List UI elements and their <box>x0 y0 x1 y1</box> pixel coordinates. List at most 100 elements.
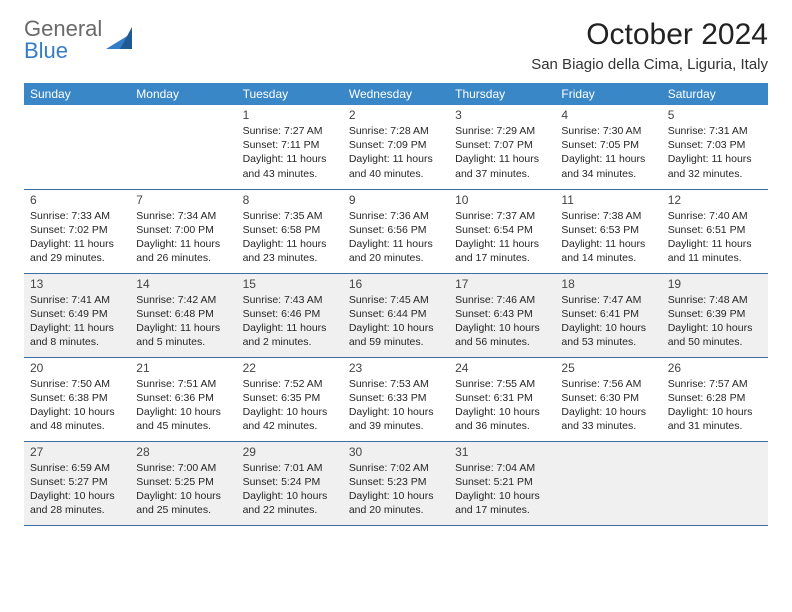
day-number: 19 <box>668 277 762 291</box>
calendar-day-cell: 14Sunrise: 7:42 AMSunset: 6:48 PMDayligh… <box>130 273 236 357</box>
day-details: Sunrise: 7:00 AMSunset: 5:25 PMDaylight:… <box>136 461 230 518</box>
day-number: 31 <box>455 445 549 459</box>
day-details: Sunrise: 7:01 AMSunset: 5:24 PMDaylight:… <box>243 461 337 518</box>
calendar-empty-cell <box>24 105 130 189</box>
calendar-day-cell: 15Sunrise: 7:43 AMSunset: 6:46 PMDayligh… <box>237 273 343 357</box>
day-number: 4 <box>561 108 655 122</box>
day-number: 24 <box>455 361 549 375</box>
day-details: Sunrise: 7:37 AMSunset: 6:54 PMDaylight:… <box>455 209 549 266</box>
day-number: 7 <box>136 193 230 207</box>
day-number: 13 <box>30 277 124 291</box>
calendar-column-header: Monday <box>130 83 236 105</box>
day-number: 25 <box>561 361 655 375</box>
calendar-column-header: Wednesday <box>343 83 449 105</box>
day-details: Sunrise: 7:55 AMSunset: 6:31 PMDaylight:… <box>455 377 549 434</box>
day-details: Sunrise: 7:29 AMSunset: 7:07 PMDaylight:… <box>455 124 549 181</box>
day-details: Sunrise: 7:45 AMSunset: 6:44 PMDaylight:… <box>349 293 443 350</box>
calendar-day-cell: 5 Sunrise: 7:31 AMSunset: 7:03 PMDaylight… <box>662 105 768 189</box>
calendar-day-cell: 8 Sunrise: 7:35 AMSunset: 6:58 PMDaylight… <box>237 189 343 273</box>
day-number: 26 <box>668 361 762 375</box>
day-details: Sunrise: 7:27 AMSunset: 7:11 PMDaylight:… <box>243 124 337 181</box>
day-details: Sunrise: 7:04 AMSunset: 5:21 PMDaylight:… <box>455 461 549 518</box>
day-details: Sunrise: 7:28 AMSunset: 7:09 PMDaylight:… <box>349 124 443 181</box>
day-details: Sunrise: 7:57 AMSunset: 6:28 PMDaylight:… <box>668 377 762 434</box>
day-number: 9 <box>349 193 443 207</box>
day-number: 6 <box>30 193 124 207</box>
day-details: Sunrise: 7:30 AMSunset: 7:05 PMDaylight:… <box>561 124 655 181</box>
day-details: Sunrise: 7:47 AMSunset: 6:41 PMDaylight:… <box>561 293 655 350</box>
calendar-header-row: SundayMondayTuesdayWednesdayThursdayFrid… <box>24 83 768 105</box>
calendar-empty-cell <box>662 441 768 525</box>
day-number: 22 <box>243 361 337 375</box>
day-number: 16 <box>349 277 443 291</box>
calendar-day-cell: 7 Sunrise: 7:34 AMSunset: 7:00 PMDaylight… <box>130 189 236 273</box>
day-number: 17 <box>455 277 549 291</box>
calendar-body: 1 Sunrise: 7:27 AMSunset: 7:11 PMDaylight… <box>24 105 768 525</box>
calendar-empty-cell <box>130 105 236 189</box>
day-number: 10 <box>455 193 549 207</box>
day-details: Sunrise: 7:40 AMSunset: 6:51 PMDaylight:… <box>668 209 762 266</box>
calendar-day-cell: 12 Sunrise: 7:40 AMSunset: 6:51 PMDayligh… <box>662 189 768 273</box>
calendar-day-cell: 19 Sunrise: 7:48 AMSunset: 6:39 PMDayligh… <box>662 273 768 357</box>
calendar-column-header: Sunday <box>24 83 130 105</box>
day-number: 12 <box>668 193 762 207</box>
day-details: Sunrise: 6:59 AMSunset: 5:27 PMDaylight:… <box>30 461 124 518</box>
calendar-day-cell: 18 Sunrise: 7:47 AMSunset: 6:41 PMDayligh… <box>555 273 661 357</box>
calendar-day-cell: 11Sunrise: 7:38 AMSunset: 6:53 PMDayligh… <box>555 189 661 273</box>
calendar-day-cell: 24 Sunrise: 7:55 AMSunset: 6:31 PMDayligh… <box>449 357 555 441</box>
calendar-column-header: Friday <box>555 83 661 105</box>
location: San Biagio della Cima, Liguria, Italy <box>531 56 768 73</box>
calendar-day-cell: 16 Sunrise: 7:45 AMSunset: 6:44 PMDayligh… <box>343 273 449 357</box>
day-details: Sunrise: 7:33 AMSunset: 7:02 PMDaylight:… <box>30 209 124 266</box>
calendar-week-row: 27Sunrise: 6:59 AMSunset: 5:27 PMDayligh… <box>24 441 768 525</box>
calendar-day-cell: 30Sunrise: 7:02 AMSunset: 5:23 PMDayligh… <box>343 441 449 525</box>
day-details: Sunrise: 7:52 AMSunset: 6:35 PMDaylight:… <box>243 377 337 434</box>
day-number: 11 <box>561 193 655 207</box>
day-number: 2 <box>349 108 443 122</box>
calendar-day-cell: 13 Sunrise: 7:41 AMSunset: 6:49 PMDayligh… <box>24 273 130 357</box>
calendar-column-header: Tuesday <box>237 83 343 105</box>
calendar-day-cell: 3Sunrise: 7:29 AMSunset: 7:07 PMDaylight… <box>449 105 555 189</box>
calendar-day-cell: 29Sunrise: 7:01 AMSunset: 5:24 PMDayligh… <box>237 441 343 525</box>
day-details: Sunrise: 7:34 AMSunset: 7:00 PMDaylight:… <box>136 209 230 266</box>
day-details: Sunrise: 7:46 AMSunset: 6:43 PMDaylight:… <box>455 293 549 350</box>
day-number: 28 <box>136 445 230 459</box>
calendar-table: SundayMondayTuesdayWednesdayThursdayFrid… <box>24 83 768 526</box>
calendar-day-cell: 25 Sunrise: 7:56 AMSunset: 6:30 PMDayligh… <box>555 357 661 441</box>
day-details: Sunrise: 7:02 AMSunset: 5:23 PMDaylight:… <box>349 461 443 518</box>
title-block: October 2024 San Biagio della Cima, Ligu… <box>531 18 768 73</box>
day-details: Sunrise: 7:31 AMSunset: 7:03 PMDaylight:… <box>668 124 762 181</box>
calendar-week-row: 13 Sunrise: 7:41 AMSunset: 6:49 PMDayligh… <box>24 273 768 357</box>
calendar-day-cell: 17 Sunrise: 7:46 AMSunset: 6:43 PMDayligh… <box>449 273 555 357</box>
day-details: Sunrise: 7:35 AMSunset: 6:58 PMDaylight:… <box>243 209 337 266</box>
calendar-week-row: 20 Sunrise: 7:50 AMSunset: 6:38 PMDayligh… <box>24 357 768 441</box>
day-details: Sunrise: 7:36 AMSunset: 6:56 PMDaylight:… <box>349 209 443 266</box>
day-number: 20 <box>30 361 124 375</box>
day-number: 8 <box>243 193 337 207</box>
calendar-day-cell: 20 Sunrise: 7:50 AMSunset: 6:38 PMDayligh… <box>24 357 130 441</box>
day-number: 18 <box>561 277 655 291</box>
calendar-week-row: 1 Sunrise: 7:27 AMSunset: 7:11 PMDaylight… <box>24 105 768 189</box>
calendar-empty-cell <box>555 441 661 525</box>
calendar-day-cell: 28 Sunrise: 7:00 AMSunset: 5:25 PMDayligh… <box>130 441 236 525</box>
month-title: October 2024 <box>531 18 768 52</box>
day-details: Sunrise: 7:48 AMSunset: 6:39 PMDaylight:… <box>668 293 762 350</box>
calendar-day-cell: 26 Sunrise: 7:57 AMSunset: 6:28 PMDayligh… <box>662 357 768 441</box>
calendar-day-cell: 2 Sunrise: 7:28 AMSunset: 7:09 PMDaylight… <box>343 105 449 189</box>
day-details: Sunrise: 7:50 AMSunset: 6:38 PMDaylight:… <box>30 377 124 434</box>
day-details: Sunrise: 7:53 AMSunset: 6:33 PMDaylight:… <box>349 377 443 434</box>
day-number: 23 <box>349 361 443 375</box>
day-details: Sunrise: 7:56 AMSunset: 6:30 PMDaylight:… <box>561 377 655 434</box>
calendar-day-cell: 22 Sunrise: 7:52 AMSunset: 6:35 PMDayligh… <box>237 357 343 441</box>
day-number: 15 <box>243 277 337 291</box>
brand-logo: General Blue <box>24 18 132 62</box>
brand-part2: Blue <box>24 38 68 63</box>
day-details: Sunrise: 7:41 AMSunset: 6:49 PMDaylight:… <box>30 293 124 350</box>
day-number: 1 <box>243 108 337 122</box>
calendar-day-cell: 21Sunrise: 7:51 AMSunset: 6:36 PMDayligh… <box>130 357 236 441</box>
calendar-day-cell: 10 Sunrise: 7:37 AMSunset: 6:54 PMDayligh… <box>449 189 555 273</box>
day-number: 14 <box>136 277 230 291</box>
calendar-day-cell: 9 Sunrise: 7:36 AMSunset: 6:56 PMDaylight… <box>343 189 449 273</box>
day-number: 5 <box>668 108 762 122</box>
calendar-column-header: Saturday <box>662 83 768 105</box>
